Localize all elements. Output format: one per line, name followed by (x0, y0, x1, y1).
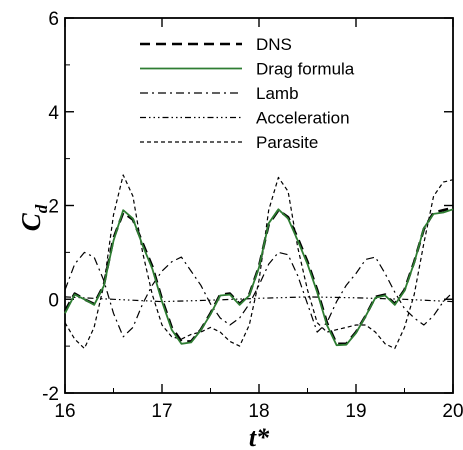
legend: DNS Drag formula Lamb Acceleration Parasite (140, 35, 355, 152)
series-line-parasite (64, 174, 454, 350)
legend-label: Lamb (256, 84, 299, 103)
x-axis-title: t* (249, 423, 270, 450)
series-line-acceleration (64, 296, 454, 303)
svg-text:Cd: Cd (16, 204, 51, 231)
y-tick-label: -2 (42, 384, 59, 405)
legend-label: DNS (256, 35, 292, 54)
x-tick-label: 20 (442, 401, 463, 422)
series-line-dns (63, 206, 454, 346)
x-tick-label: 16 (54, 401, 75, 422)
y-axis-title: Cd (16, 204, 51, 231)
y-axis-title-main: C (16, 212, 46, 231)
legend-label: Acceleration (256, 109, 350, 128)
y-tick-label: 2 (48, 197, 59, 218)
series-group (63, 174, 454, 350)
series-line-drag-formula (64, 208, 454, 347)
x-tick-label: 18 (248, 401, 269, 422)
x-tick-label: 17 (151, 401, 172, 422)
axis-ticks: 16 17 18 19 20 -2 0 2 4 6 (42, 9, 463, 422)
x-tick-label: 19 (345, 401, 366, 422)
legend-label: Parasite (256, 133, 318, 152)
y-tick-label: 0 (48, 290, 59, 311)
legend-label: Drag formula (256, 60, 355, 79)
y-tick-label: 4 (48, 103, 59, 124)
y-axis-title-subscript: d (32, 204, 51, 213)
series-line-lamb (64, 251, 454, 338)
y-tick-label: 6 (48, 9, 59, 30)
